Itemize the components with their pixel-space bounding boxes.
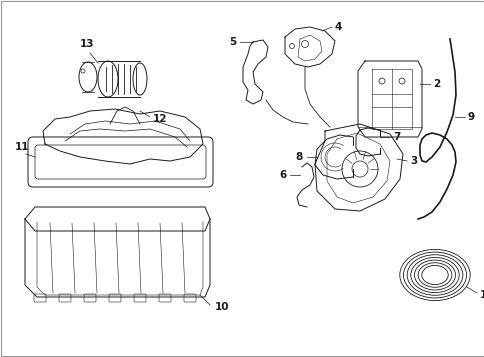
Text: 9: 9	[467, 112, 474, 122]
Text: 6: 6	[279, 170, 287, 180]
Text: 2: 2	[432, 79, 439, 89]
Text: 7: 7	[392, 132, 400, 142]
Text: 8: 8	[295, 152, 302, 162]
Text: 11: 11	[15, 142, 29, 152]
Text: 13: 13	[79, 39, 94, 49]
Text: 1: 1	[479, 290, 484, 300]
Text: 5: 5	[228, 37, 236, 47]
Text: 12: 12	[152, 114, 167, 124]
Text: 3: 3	[409, 156, 416, 166]
Text: 4: 4	[334, 22, 342, 32]
Text: 10: 10	[214, 302, 229, 312]
